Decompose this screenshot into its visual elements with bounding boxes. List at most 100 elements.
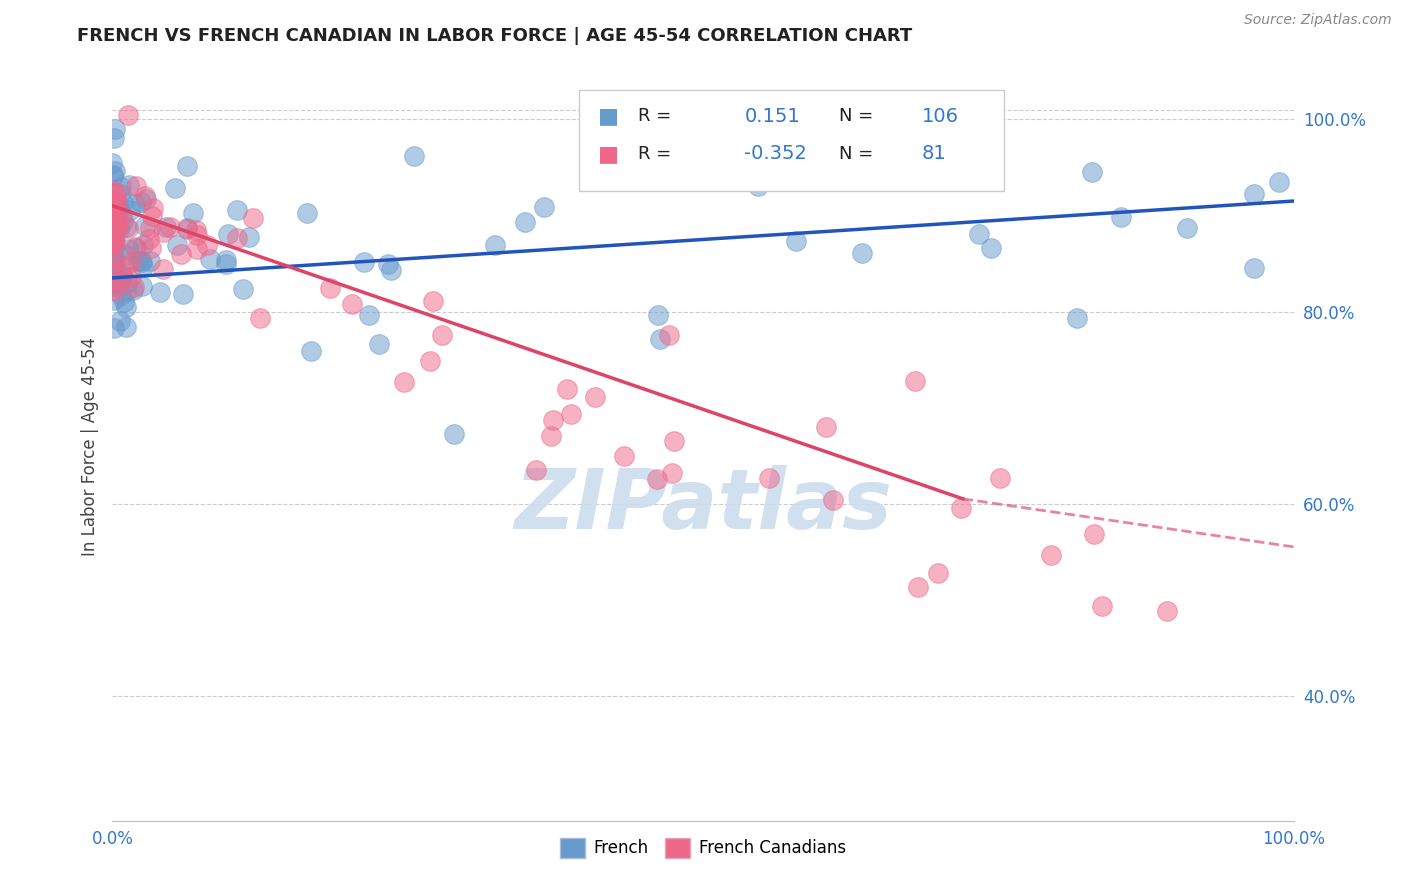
Text: 0.151: 0.151 (744, 107, 800, 126)
Point (1243, 261, 1265, 276)
Point (404, 149, 426, 163)
Point (851, 246, 873, 260)
Point (110, 180, 132, 194)
Point (214, 252, 236, 267)
Point (105, 214, 128, 228)
Point (108, 202, 131, 217)
Point (367, 337, 389, 351)
Point (541, 413, 564, 427)
Point (101, 209, 124, 223)
Point (648, 332, 671, 346)
Point (785, 234, 807, 248)
Point (101, 278, 124, 293)
Point (131, 254, 153, 268)
Point (583, 390, 606, 404)
Point (111, 267, 134, 281)
Point (1066, 311, 1088, 326)
Point (134, 189, 156, 203)
Point (138, 232, 160, 246)
Point (104, 231, 127, 245)
Point (101, 169, 124, 183)
Text: ZIPatlas: ZIPatlas (515, 466, 891, 547)
Point (422, 294, 444, 309)
Point (101, 278, 124, 293)
Point (107, 198, 129, 212)
Point (1091, 599, 1114, 613)
Point (115, 277, 138, 291)
Text: 81: 81 (921, 145, 946, 163)
Point (967, 227, 990, 241)
Point (103, 293, 125, 308)
Point (101, 235, 124, 249)
Point (152, 261, 174, 276)
Point (111, 196, 134, 211)
Point (172, 287, 194, 301)
Point (238, 230, 260, 244)
Point (107, 275, 129, 289)
Point (110, 268, 132, 283)
Point (645, 472, 668, 486)
Point (359, 308, 381, 322)
Point (152, 225, 174, 239)
Point (181, 206, 204, 220)
Point (101, 258, 124, 272)
Point (124, 280, 146, 294)
Point (555, 382, 578, 396)
Text: -0.352: -0.352 (744, 145, 807, 163)
Point (980, 241, 1002, 255)
Point (225, 231, 247, 245)
Point (104, 276, 127, 290)
Point (117, 108, 139, 122)
Point (124, 197, 146, 211)
Point (176, 221, 198, 235)
Point (814, 419, 837, 434)
Text: ■: ■ (598, 106, 619, 127)
Point (115, 219, 138, 234)
FancyBboxPatch shape (579, 90, 1004, 191)
Point (661, 467, 683, 481)
Point (443, 427, 465, 442)
Point (103, 259, 125, 273)
Point (121, 283, 143, 297)
Point (101, 202, 124, 217)
Point (111, 214, 134, 228)
Point (758, 471, 780, 485)
Point (108, 273, 131, 287)
Point (101, 183, 124, 197)
Point (104, 186, 127, 200)
Point (129, 254, 152, 268)
Point (155, 220, 177, 235)
Point (132, 260, 155, 274)
Point (104, 285, 127, 299)
Point (117, 284, 139, 298)
Point (392, 375, 415, 389)
Point (114, 259, 136, 273)
Point (613, 449, 636, 463)
Point (105, 222, 128, 236)
Point (101, 156, 124, 170)
Point (184, 223, 207, 237)
Point (159, 219, 181, 234)
Point (101, 249, 124, 263)
Point (149, 285, 172, 299)
Text: R =: R = (638, 107, 671, 125)
Point (118, 178, 141, 193)
Point (186, 242, 208, 256)
Point (124, 240, 146, 254)
Point (432, 328, 454, 343)
Point (104, 213, 127, 227)
Point (101, 259, 124, 273)
Point (115, 248, 138, 262)
Point (1080, 165, 1102, 179)
Point (1156, 604, 1178, 618)
Point (186, 227, 208, 242)
Point (533, 200, 555, 214)
Point (513, 215, 536, 229)
Text: N =: N = (839, 145, 873, 162)
Point (232, 283, 254, 297)
Text: N =: N = (839, 107, 873, 125)
Point (101, 219, 124, 234)
Point (821, 493, 844, 508)
Point (110, 287, 132, 301)
Point (118, 202, 141, 217)
